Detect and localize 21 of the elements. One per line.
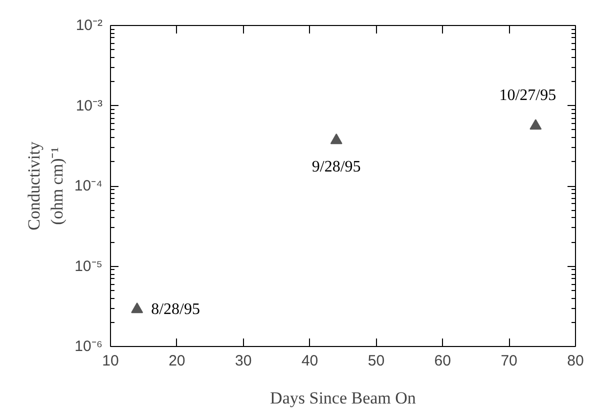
y-tick-label: 10⁻⁴ [74, 178, 103, 194]
point [530, 119, 542, 130]
x-tick-label: 50 [368, 352, 385, 370]
x-tick-label: 40 [301, 352, 318, 370]
x-tick-label: 80 [567, 352, 584, 370]
point [131, 302, 144, 314]
x-axis-title: Days Since Beam On [270, 388, 416, 408]
x-tick-label: 10 [102, 352, 119, 370]
y-tick-label: 10⁻² [76, 17, 103, 34]
x-tick-label: 30 [235, 352, 252, 370]
y-tick-label: 10⁻⁶ [74, 338, 102, 355]
x-tick-label: 70 [500, 352, 518, 370]
y-tick-label: 10⁻³ [76, 97, 103, 114]
annotation: 10/27/95 [499, 86, 556, 104]
y-tick-label: 10⁻⁵ [74, 258, 103, 275]
point [330, 134, 342, 144]
annotation: 9/28/95 [312, 158, 361, 176]
x-tick-label: 60 [434, 352, 451, 370]
x-tick-label: 20 [168, 352, 186, 370]
annotation: 8/28/95 [151, 300, 200, 318]
y-axis-title: Conductivity (ohm cm)⁻¹ [24, 141, 66, 230]
